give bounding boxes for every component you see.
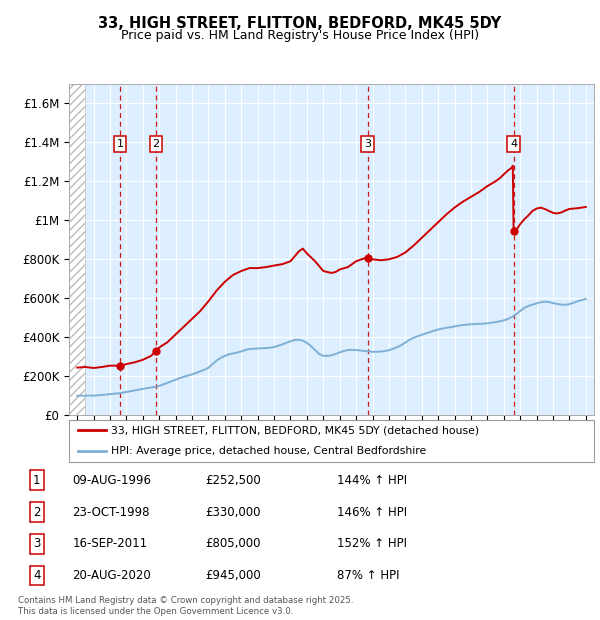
Text: 87% ↑ HPI: 87% ↑ HPI <box>337 569 400 582</box>
Bar <box>69 84 85 415</box>
Text: 4: 4 <box>33 569 41 582</box>
Text: 4: 4 <box>510 139 517 149</box>
Text: 144% ↑ HPI: 144% ↑ HPI <box>337 474 407 487</box>
Text: 2: 2 <box>152 139 160 149</box>
Text: 146% ↑ HPI: 146% ↑ HPI <box>337 505 407 518</box>
Text: 16-SEP-2011: 16-SEP-2011 <box>73 538 148 551</box>
Text: 09-AUG-1996: 09-AUG-1996 <box>73 474 151 487</box>
Text: 2: 2 <box>33 505 41 518</box>
Text: 3: 3 <box>33 538 40 551</box>
Text: 23-OCT-1998: 23-OCT-1998 <box>73 505 150 518</box>
Text: 1: 1 <box>116 139 124 149</box>
FancyBboxPatch shape <box>69 420 594 462</box>
Text: 152% ↑ HPI: 152% ↑ HPI <box>337 538 407 551</box>
Text: HPI: Average price, detached house, Central Bedfordshire: HPI: Average price, detached house, Cent… <box>111 446 426 456</box>
Text: 33, HIGH STREET, FLITTON, BEDFORD, MK45 5DY (detached house): 33, HIGH STREET, FLITTON, BEDFORD, MK45 … <box>111 425 479 435</box>
Text: Price paid vs. HM Land Registry's House Price Index (HPI): Price paid vs. HM Land Registry's House … <box>121 29 479 42</box>
Text: 3: 3 <box>364 139 371 149</box>
Text: 20-AUG-2020: 20-AUG-2020 <box>73 569 151 582</box>
Text: £330,000: £330,000 <box>205 505 260 518</box>
Text: £945,000: £945,000 <box>205 569 261 582</box>
Text: £805,000: £805,000 <box>205 538 260 551</box>
Text: 1: 1 <box>33 474 41 487</box>
Text: 33, HIGH STREET, FLITTON, BEDFORD, MK45 5DY: 33, HIGH STREET, FLITTON, BEDFORD, MK45 … <box>98 16 502 30</box>
Bar <box>69 84 85 415</box>
Text: Contains HM Land Registry data © Crown copyright and database right 2025.
This d: Contains HM Land Registry data © Crown c… <box>18 596 353 616</box>
Text: £252,500: £252,500 <box>205 474 261 487</box>
